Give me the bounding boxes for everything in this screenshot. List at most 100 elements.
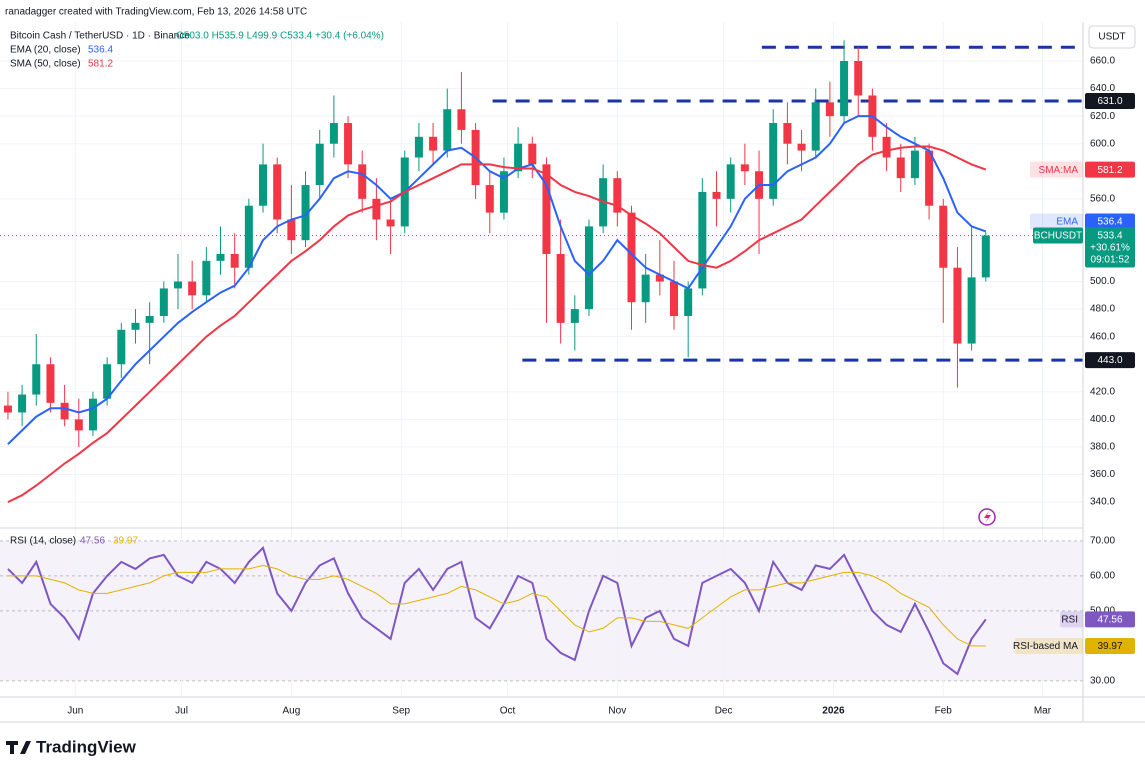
- candle-body: [825, 102, 834, 117]
- candle-body: [358, 164, 367, 199]
- candle-body: [514, 143, 523, 172]
- candle-body: [953, 267, 962, 344]
- rsi-line: [7, 546, 987, 676]
- symbol-tag: BCHUSDT: [1034, 231, 1082, 242]
- candle-body: [641, 274, 650, 303]
- candle-body: [117, 329, 126, 365]
- axis-value-bg: [1085, 213, 1135, 230]
- legend-value: 536.4: [88, 45, 113, 56]
- y-tick-label: 620.0: [1090, 111, 1115, 122]
- level-label: 443.0: [1097, 355, 1122, 366]
- y-tick-label: 660.0: [1090, 56, 1115, 67]
- candle-body: [145, 315, 154, 323]
- x-tick-label: Feb: [935, 706, 953, 717]
- y-tick-label: 640.0: [1090, 83, 1115, 94]
- candle-body: [443, 109, 452, 151]
- icon-ring: [978, 508, 996, 526]
- logo-text: TradingView: [36, 737, 137, 756]
- candle-body: [244, 205, 253, 268]
- tag: RSI: [1061, 615, 1078, 626]
- rsi-title: RSI (14, close): [10, 536, 76, 547]
- level-label-bg: [1085, 352, 1135, 369]
- candle-body: [188, 281, 197, 296]
- candle-body: [925, 150, 934, 206]
- candle-body: [457, 109, 466, 130]
- candle-body: [18, 394, 27, 413]
- candle-body: [301, 185, 310, 241]
- x-tick-label: 2026: [822, 706, 845, 717]
- candle-body: [542, 164, 551, 254]
- candle-body: [712, 191, 721, 199]
- candle-body: [414, 136, 423, 158]
- ohlc: O503.0 H535.9 L499.9 C533.4 +30.4 (+6.04…: [176, 31, 384, 42]
- ma-line: [7, 115, 987, 445]
- candle-body: [896, 157, 905, 179]
- candle-body: [259, 164, 268, 206]
- candle-body: [315, 143, 324, 186]
- candle-body: [783, 123, 792, 144]
- candle-body: [372, 198, 381, 220]
- axis-value-bg: [1085, 611, 1135, 628]
- axis-value: 47.56: [1097, 615, 1122, 626]
- y-tick-label: 60.00: [1090, 571, 1115, 582]
- rsi-line: [7, 564, 986, 647]
- candle-body: [769, 123, 778, 199]
- legend-value: 39.97: [113, 536, 138, 547]
- x-tick-label: Aug: [282, 706, 300, 717]
- axis-value: 581.2: [1097, 165, 1122, 176]
- tag-bg: [1015, 637, 1083, 654]
- candle-body: [613, 178, 622, 213]
- axis-value-bg: [1085, 161, 1135, 178]
- tag: SMA:MA: [1039, 165, 1079, 176]
- grid: [0, 22, 1083, 697]
- tag-bg: [1030, 213, 1083, 230]
- candle-body: [131, 322, 140, 330]
- candle-body: [967, 277, 976, 344]
- candle-body: [273, 164, 282, 220]
- legend-sma: SMA (50, close): [10, 59, 81, 70]
- candle-body: [726, 164, 735, 199]
- candle-body: [287, 219, 296, 241]
- axis-value-bg: [1085, 637, 1135, 654]
- candle-body: [499, 171, 508, 213]
- candle-body: [584, 226, 593, 310]
- tag-bg: [1060, 611, 1083, 628]
- candle-body: [684, 288, 693, 316]
- candle-body: [386, 219, 395, 227]
- candle-body: [429, 136, 438, 151]
- y-tick-label: 500.0: [1090, 276, 1115, 287]
- level-label: 631.0: [1097, 96, 1122, 107]
- candle-body: [32, 364, 41, 395]
- candle-body: [329, 123, 338, 144]
- candle-body: [882, 136, 891, 158]
- candle-body: [556, 253, 565, 323]
- level-label-bg: [1085, 92, 1135, 109]
- tag: EMA: [1056, 217, 1078, 228]
- x-tick-label: Jul: [175, 706, 188, 717]
- x-tick-label: Oct: [500, 706, 516, 717]
- y-tick-label: 50.00: [1090, 606, 1115, 617]
- candle-body: [797, 143, 806, 151]
- alert-icon[interactable]: [978, 508, 996, 526]
- legend-value: 47.56: [80, 536, 105, 547]
- currency-box[interactable]: [1088, 25, 1136, 49]
- ma-line: [7, 145, 987, 503]
- y-tick-label: 70.00: [1090, 535, 1115, 546]
- candle-body: [740, 164, 749, 172]
- logo: TradingView: [6, 737, 137, 756]
- candle-body: [103, 364, 112, 399]
- x-tick-label: Dec: [715, 706, 733, 717]
- candle-body: [528, 143, 537, 165]
- legend-value: 581.2: [88, 59, 113, 70]
- attribution: ranadagger created with TradingView.com,…: [5, 7, 307, 18]
- candle-body: [173, 281, 182, 289]
- y-tick-label: 360.0: [1090, 469, 1115, 480]
- symbol-title: Bitcoin Cash / TetherUSD · 1D · Binance: [10, 31, 190, 42]
- candle-body: [670, 281, 679, 316]
- candle-body: [485, 185, 494, 213]
- candle-body: [854, 61, 863, 96]
- y-tick-label: 30.00: [1090, 676, 1115, 687]
- candle-body: [74, 419, 83, 431]
- candle-body: [46, 364, 55, 403]
